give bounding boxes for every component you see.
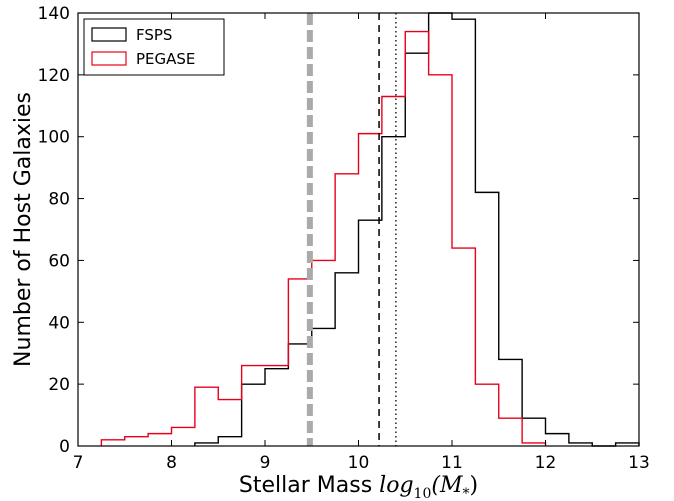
y-axis-label: Number of Host Galaxies <box>11 92 36 367</box>
histogram-fsps <box>194 12 640 447</box>
bin-fsps-14 <box>522 418 545 446</box>
x-tick-label-8: 8 <box>166 453 177 473</box>
x-tick-label-9: 9 <box>260 453 271 473</box>
x-axis-label: Stellar Mass log10(M*) <box>239 473 478 501</box>
legend-swatch-fsps <box>91 27 127 42</box>
bin-pegase-7 <box>265 366 288 446</box>
bin-pegase-5 <box>218 400 241 446</box>
x-tick-label-11: 11 <box>441 453 463 473</box>
series-layer <box>100 12 640 447</box>
y-tick-label-100: 100 <box>38 128 70 148</box>
bin-pegase-12 <box>382 97 405 446</box>
legend-swatch-pegase <box>91 51 127 66</box>
bin-pegase-10 <box>335 174 358 446</box>
legend: FSPS PEGASE <box>83 18 225 76</box>
reference-lines <box>306 13 397 446</box>
x-axis-label-text: Stellar Mass <box>239 473 372 498</box>
x-tick-label-7: 7 <box>73 453 84 473</box>
y-tick-label-0: 0 <box>59 437 70 457</box>
legend-label-fsps: FSPS <box>136 26 172 44</box>
y-tick-label-40: 40 <box>48 313 70 333</box>
bin-pegase-3 <box>172 427 195 446</box>
y-tick-label-120: 120 <box>38 66 70 86</box>
x-axis-label-m: (M <box>431 473 463 498</box>
y-tick-label-20: 20 <box>48 375 70 395</box>
bin-pegase-15 <box>452 248 475 446</box>
bin-pegase-6 <box>242 366 265 446</box>
x-axis-label-close: ) <box>469 473 478 498</box>
bin-pegase-17 <box>499 418 522 446</box>
y-tick-label-140: 140 <box>38 4 70 24</box>
bin-pegase-1 <box>125 437 148 446</box>
legend-label-pegase: PEGASE <box>136 50 195 68</box>
x-axis-label-log: log <box>379 473 413 498</box>
y-tick-label-80: 80 <box>48 190 70 210</box>
histogram-pegase <box>100 30 547 446</box>
x-axis-label-sub: 10 <box>414 486 432 501</box>
bin-fsps-15 <box>546 434 569 446</box>
bin-pegase-0 <box>101 440 124 446</box>
x-tick-label-10: 10 <box>348 453 370 473</box>
bin-pegase-9 <box>312 260 335 446</box>
x-tick-label-12: 12 <box>535 453 557 473</box>
bin-pegase-2 <box>148 434 171 446</box>
y-tick-label-60: 60 <box>48 251 70 271</box>
x-tick-label-13: 13 <box>628 453 650 473</box>
x-axis-label-star: * <box>462 486 469 501</box>
bin-pegase-4 <box>195 387 218 446</box>
bin-pegase-16 <box>475 384 498 446</box>
bin-pegase-14 <box>429 75 452 446</box>
bin-pegase-13 <box>405 32 428 446</box>
axis-ticks: 7 8 9 10 11 12 13 0 20 40 60 80 100 120 140 <box>38 4 650 473</box>
